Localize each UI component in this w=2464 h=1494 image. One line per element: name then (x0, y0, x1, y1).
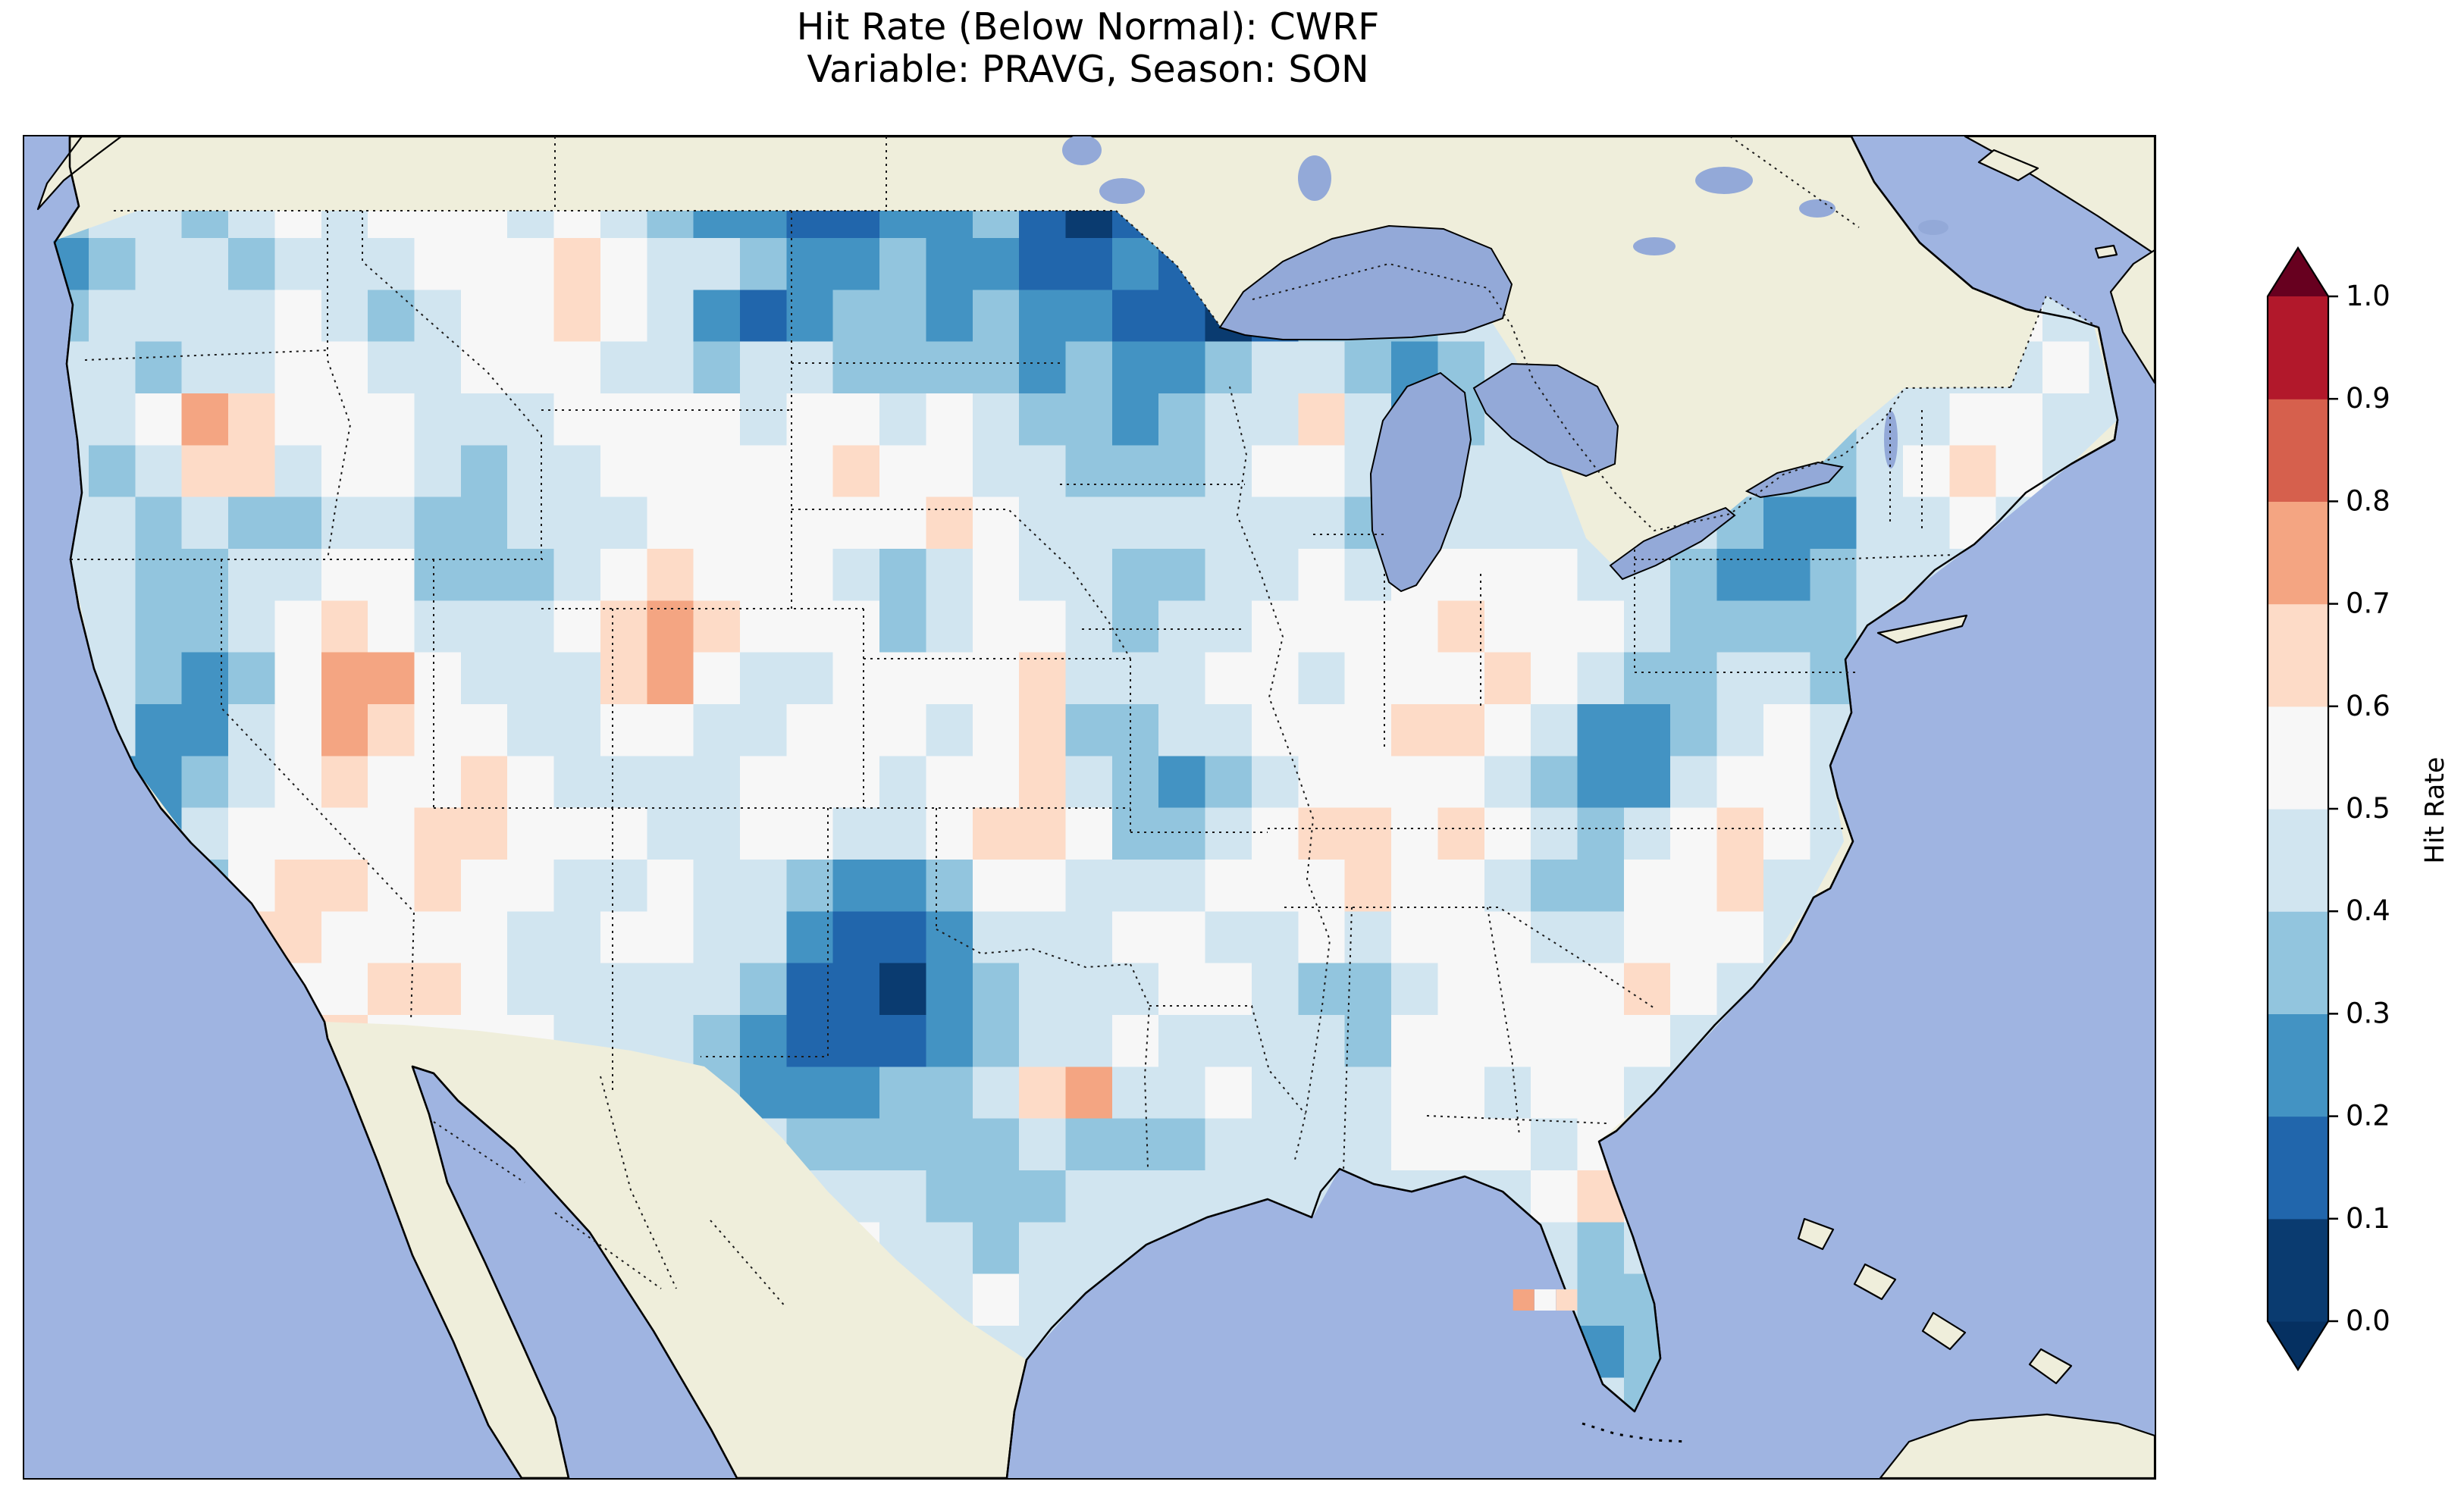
coastline (53, 136, 2119, 1478)
political-border (701, 808, 829, 1057)
lake (1298, 155, 1331, 201)
land-island (1797, 1217, 1835, 1251)
political-border (710, 1220, 787, 1308)
political-border (1251, 1005, 1306, 1115)
political-border (1115, 210, 1221, 327)
political-border (1343, 907, 1353, 1172)
offshore-cell (1513, 1289, 1535, 1311)
colorbar-tick-label: 0.8 (2346, 484, 2390, 517)
colorbar-bin (2268, 706, 2328, 810)
land-island (1876, 614, 1968, 644)
florida-keys (1582, 1422, 1689, 1443)
land-island (1879, 1413, 2155, 1478)
colorbar-axis-label: Hit Rate (2420, 756, 2450, 864)
land-island (2094, 244, 2118, 259)
political-border (1487, 907, 1520, 1136)
colorbar-bin (2268, 911, 2328, 1014)
figure-title: Hit Rate (Below Normal): CWRF (796, 5, 1380, 49)
lake (1062, 136, 1102, 165)
political-border (221, 559, 415, 1023)
lake (1695, 167, 1753, 194)
land-island (1977, 149, 2039, 182)
map-canvas (24, 136, 2155, 1478)
land-island (1921, 1311, 1967, 1351)
colorbar-tick-label: 0.1 (2346, 1202, 2390, 1235)
colorbar-tick-label: 0.5 (2346, 792, 2390, 825)
land-island (2109, 249, 2155, 384)
colorbar-tick-label: 0.0 (2346, 1305, 2390, 1337)
colorbar-bin (2268, 399, 2328, 502)
lake (1633, 237, 1676, 255)
colorbar-bin (2268, 1013, 2328, 1117)
political-border (1729, 136, 1860, 228)
political-border (327, 211, 352, 560)
map-panel (23, 135, 2156, 1480)
colorbar-tick-label: 0.9 (2346, 382, 2390, 415)
offshore-cell (1535, 1289, 1556, 1311)
political-border (936, 929, 1131, 969)
political-border (792, 509, 1131, 659)
political-border (1426, 1115, 1608, 1124)
colorbar-bin (2268, 809, 2328, 912)
colorbar-bin (2268, 1116, 2328, 1220)
great-lake (1369, 371, 1472, 593)
colorbar: 0.0 0.1 0.2 0.3 0.4 0.5 0.6 0.7 0.8 0.9 1.0 (2266, 246, 2390, 1372)
great-lake (1609, 506, 1736, 581)
colorbar-bin (2268, 501, 2328, 605)
great-lake (1745, 461, 1844, 499)
colorbar-under-arrow (2268, 1321, 2328, 1370)
colorbar-tick-label: 0.7 (2346, 587, 2390, 620)
colorbar-tick-label: 0.2 (2346, 1100, 2390, 1132)
colorbar-bin (2268, 603, 2328, 707)
land-island (1853, 1263, 1897, 1301)
colorbar-bin (2268, 1218, 2328, 1322)
political-border (1229, 386, 1331, 1160)
great-lake (1218, 224, 1513, 340)
colorbar-tick-label: 0.6 (2346, 690, 2390, 722)
lake (1799, 199, 1835, 218)
colorbar-bin (2268, 296, 2328, 399)
great-lake (1472, 362, 1619, 478)
colorbar-tick-label: 0.3 (2346, 997, 2390, 1029)
political-border (433, 1121, 525, 1183)
lake (1099, 178, 1145, 204)
colorbar-over-arrow (2268, 248, 2328, 296)
political-border (1284, 907, 1655, 1009)
political-border (1252, 262, 2011, 532)
land-island (36, 136, 123, 211)
lake (1918, 220, 1948, 235)
political-border (600, 1076, 677, 1289)
colorbar-tick-label: 1.0 (2346, 280, 2390, 312)
political-border (554, 1212, 662, 1289)
land-island (2028, 1348, 2073, 1385)
offshore-cell (1556, 1289, 1578, 1311)
colorbar-tick-label: 0.4 (2346, 894, 2390, 927)
figure-subtitle: Variable: PRAVG, Season: SON (807, 48, 1369, 91)
